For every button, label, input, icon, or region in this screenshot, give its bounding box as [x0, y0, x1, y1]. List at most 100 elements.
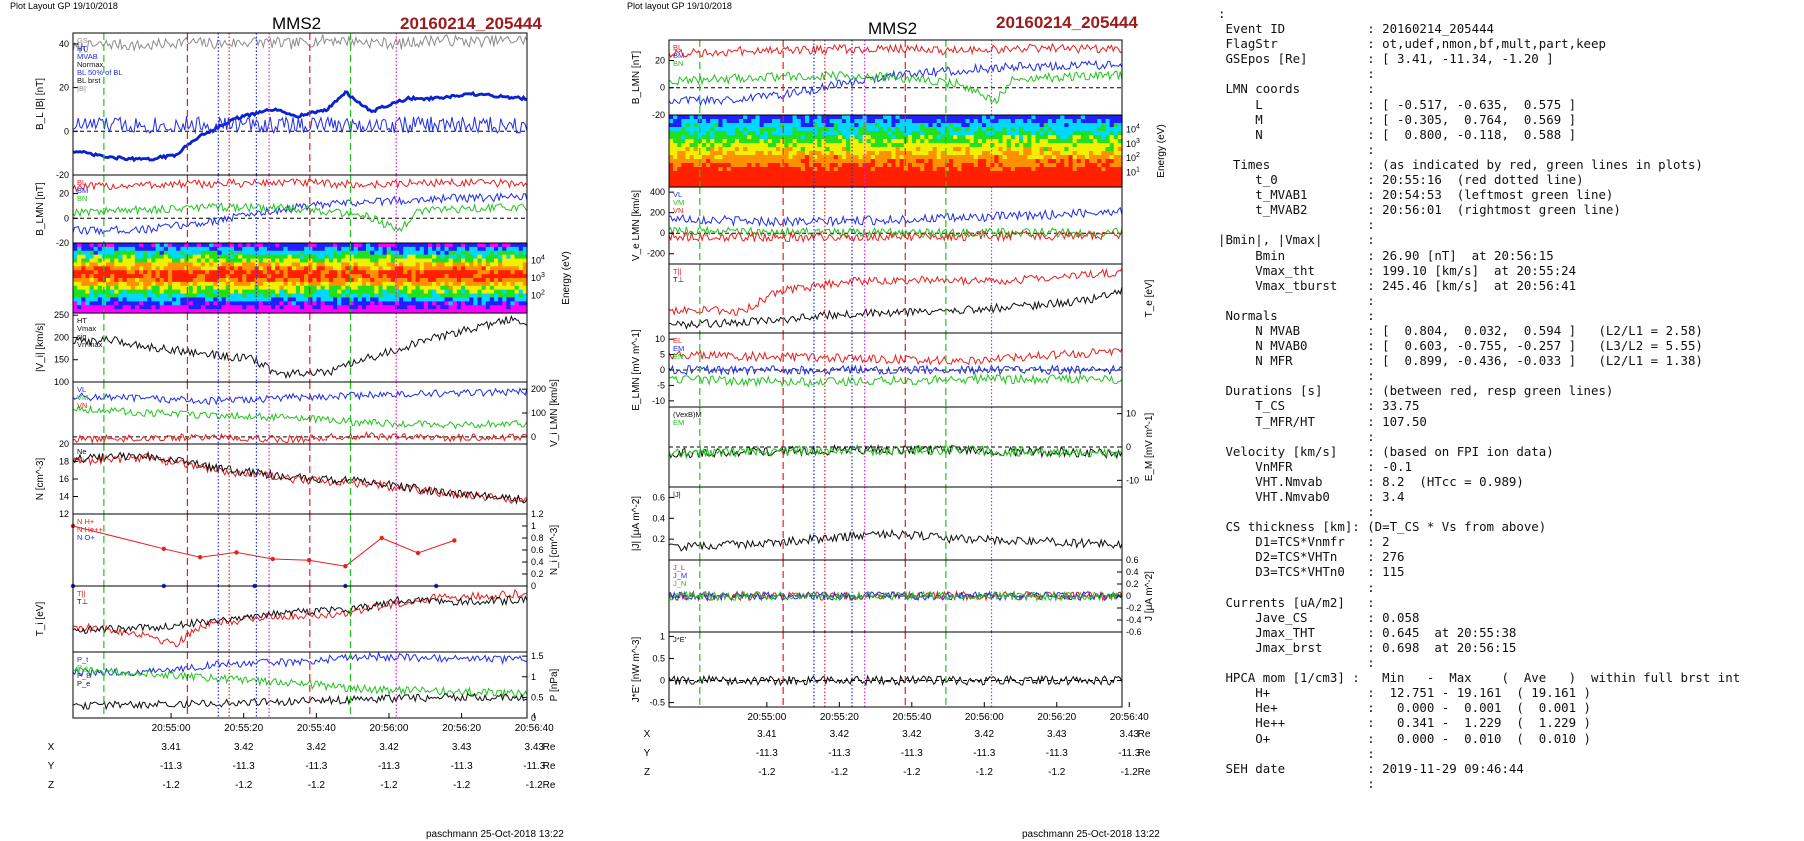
spectrogram-cell	[262, 278, 268, 283]
spectrogram-cell	[134, 301, 140, 306]
spectrogram-cell	[139, 289, 144, 295]
spectrogram-cell	[701, 167, 707, 172]
spectrogram-cell	[821, 183, 827, 188]
spectrogram-cell	[262, 258, 268, 264]
spectrogram-cell	[1056, 143, 1061, 148]
position-value: 3.43	[452, 742, 472, 753]
spectrogram-cell	[291, 266, 297, 271]
spectrogram-cell	[706, 159, 711, 164]
spectrogram-cell	[473, 281, 479, 287]
spectrogram-cell	[1027, 159, 1032, 164]
spectrogram-cell	[448, 281, 454, 287]
spectrogram-cell	[837, 127, 843, 132]
spectrogram-cell	[361, 297, 367, 302]
spectrogram-cell	[118, 262, 124, 267]
spectrogram-cell	[1047, 127, 1053, 132]
spectrogram-cell	[312, 305, 318, 310]
spectrogram-cell	[759, 175, 765, 180]
spectrogram-cell	[936, 167, 942, 172]
spectrogram-cell	[858, 151, 864, 156]
spectrogram-cell	[681, 147, 687, 152]
spectrogram-cell	[751, 119, 757, 124]
spectrogram-cell	[176, 243, 181, 248]
spectrogram-cell	[514, 285, 520, 291]
layout-label: Plot layout GP 19/10/2018	[627, 1, 732, 11]
spectrogram-cell	[349, 293, 355, 299]
spectrogram-cell	[366, 278, 371, 283]
spectrogram-cell	[899, 151, 905, 156]
spectrogram-cell	[866, 159, 872, 164]
spectrogram-cell	[386, 243, 392, 248]
spectrogram-cell	[85, 285, 91, 291]
spectrogram-cell	[130, 266, 136, 271]
spectrogram-cell	[1105, 163, 1111, 168]
spectrogram-cell	[718, 135, 724, 140]
position-value: 3.42	[975, 729, 995, 740]
spectrogram-cell	[308, 289, 313, 295]
spectrogram-cell	[883, 159, 888, 164]
spectrogram-cell	[1101, 139, 1107, 144]
spectrogram-cell	[874, 119, 880, 124]
spectrogram-cell	[374, 258, 380, 264]
spectrogram-cell	[238, 281, 243, 287]
spectrogram-cell	[916, 131, 921, 136]
spectrogram-cell	[841, 175, 847, 180]
spectrogram-cell	[883, 155, 888, 160]
spectrogram-cell	[936, 135, 942, 140]
spectrogram-cell	[1080, 151, 1086, 156]
spectrogram-cell	[685, 127, 691, 132]
spectrogram-cell	[689, 179, 695, 184]
spectrogram-cell	[180, 309, 186, 314]
spectrogram-cell	[246, 250, 252, 256]
layout-label: Plot Layout GP 19/10/2018	[10, 1, 118, 11]
spectrogram-cell	[813, 183, 818, 188]
tick-label: 20	[59, 439, 69, 449]
spectrogram-cell	[792, 119, 798, 124]
spectrogram-cell	[200, 250, 206, 256]
spectrogram-cell	[895, 123, 901, 128]
spectrogram-cell	[386, 297, 392, 302]
spectrogram-cell	[394, 301, 400, 306]
spectrogram-cell	[957, 127, 962, 132]
spectrogram-cell	[776, 147, 781, 152]
spectrogram-cell	[780, 127, 785, 132]
spectrogram-cell	[776, 123, 781, 128]
spectrogram-cell	[1089, 163, 1094, 168]
spectrogram-cell	[460, 289, 466, 295]
spectrogram-cell	[167, 274, 173, 279]
spectrogram-cell	[485, 258, 491, 264]
spectrogram-cell	[887, 127, 892, 132]
spectrogram-cell	[866, 131, 872, 136]
spectrogram-cell	[432, 258, 437, 264]
spectrogram-cell	[411, 293, 417, 299]
spectrogram-cell	[1064, 167, 1070, 172]
spectrogram-cell	[295, 293, 301, 299]
spectrogram-cell	[1109, 131, 1115, 136]
spectrogram-cell	[394, 258, 400, 264]
spectrogram-cell	[1027, 135, 1032, 140]
spectrogram-cell	[432, 274, 437, 279]
spectrogram-cell	[1076, 179, 1082, 184]
spectrogram-cell	[106, 266, 111, 271]
spectrogram-cell	[809, 167, 814, 172]
spectrogram-cell	[689, 167, 695, 172]
spectrogram-cell	[920, 143, 925, 148]
spectrogram-cell	[1027, 167, 1032, 172]
spectrogram-cell	[432, 243, 437, 248]
spectrogram-cell	[312, 266, 318, 271]
spectrogram-cell	[213, 258, 219, 264]
panel-frame	[72, 443, 528, 515]
spectrogram-cell	[1093, 139, 1098, 144]
spectrogram-cell	[903, 131, 909, 136]
spectrogram-cell	[444, 301, 450, 306]
spectrogram-cell	[295, 243, 301, 248]
spectrogram-cell	[887, 183, 892, 188]
spectrogram-cell	[739, 119, 744, 124]
spectrogram-cell	[796, 183, 802, 188]
spectrogram-cell	[89, 262, 95, 267]
spectrogram-cell	[333, 270, 338, 275]
spectrogram-cell	[440, 297, 446, 302]
spectrogram-cell	[361, 293, 367, 299]
spectrogram-cell	[110, 309, 115, 314]
spectrogram-cell	[353, 289, 359, 295]
